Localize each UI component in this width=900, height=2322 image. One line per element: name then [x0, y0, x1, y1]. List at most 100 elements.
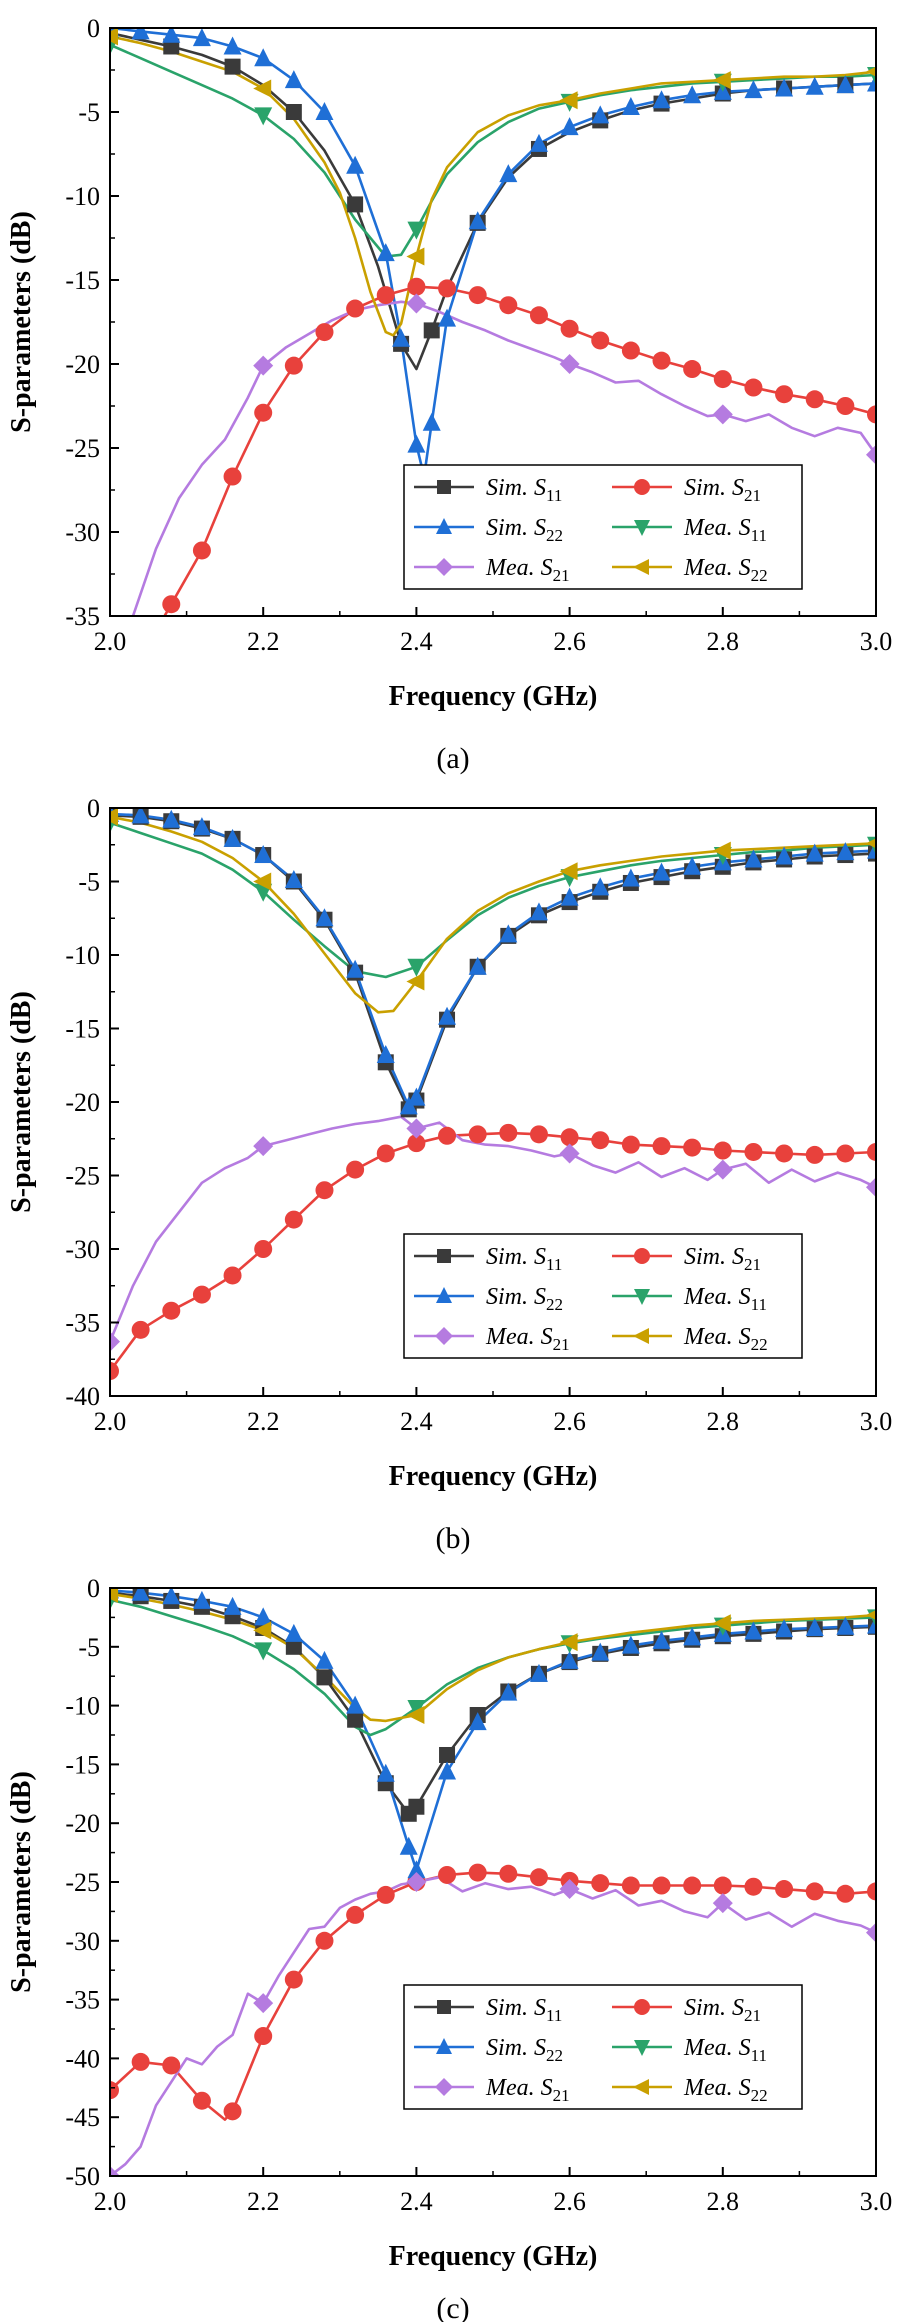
data-point-sim_s22	[621, 868, 640, 887]
data-point-sim_s21	[162, 595, 181, 614]
data-point-sim_s22	[162, 809, 181, 828]
legend-label-subscript: 22	[751, 2086, 768, 2105]
data-point-sim_s21	[376, 1885, 395, 1904]
data-point-sim_s22	[652, 1630, 671, 1649]
legend-label-main: Mea. S	[485, 2075, 553, 2101]
data-point-sim_s22	[376, 1763, 395, 1782]
data-point-sim_s21	[315, 1931, 334, 1950]
legend-item-mea_s11: Mea. S11	[612, 2035, 767, 2065]
data-point-sim_s21	[744, 1877, 763, 1896]
data-point-sim_s21	[110, 2081, 119, 2100]
y-axis-title: S-parameters (dB)	[6, 211, 37, 433]
data-point-sim_s22	[392, 328, 411, 347]
y-tick-label: 0	[87, 14, 100, 43]
data-point-sim_s22	[162, 1588, 181, 1605]
data-point-sim_s21	[223, 467, 242, 486]
y-tick-label: -20	[65, 350, 100, 379]
legend-label-main: Mea. S	[683, 2035, 751, 2061]
data-point-sim_s21	[162, 2056, 181, 2075]
legend-label-main: Mea. S	[683, 1324, 751, 1350]
series-line-mea_s21	[131, 300, 876, 616]
data-point-sim_s21	[162, 1301, 181, 1320]
data-point-mea_s21	[559, 1143, 580, 1164]
data-point-sim_s22	[438, 1761, 457, 1780]
data-point-sim_s21	[110, 1362, 119, 1381]
data-point-mea_s11	[407, 958, 426, 977]
data-point-mea_s22	[866, 1610, 876, 1621]
data-point-sim_s11	[224, 58, 241, 75]
y-tick-label: -20	[65, 1088, 100, 1117]
data-point-sim_s22	[315, 102, 334, 120]
x-axis-title: Frequency (GHz)	[389, 681, 598, 712]
legend-label: Sim. S21	[684, 1244, 761, 1274]
data-point-mea_s21	[253, 1136, 274, 1157]
data-point-mea_s21	[253, 1993, 274, 2014]
data-point-sim_s21	[376, 286, 395, 305]
data-point-mea_s21	[712, 404, 733, 425]
legend-label: Mea. S11	[683, 1284, 767, 1314]
legend-label: Sim. S21	[684, 1995, 761, 2025]
x-tick-label: 2.2	[247, 2187, 280, 2216]
legend-item-mea_s21: Mea. S21	[414, 2075, 570, 2105]
data-point-mea_s11	[254, 1642, 273, 1661]
data-point-sim_s22	[422, 412, 441, 431]
data-point-sim_s21	[621, 1876, 640, 1895]
data-point-sim_s22	[438, 1006, 457, 1025]
data-point-sim_s22	[131, 28, 150, 40]
data-point-mea_s21	[866, 1177, 876, 1198]
plot-area	[110, 808, 876, 1381]
x-tick-label: 2.8	[707, 1407, 740, 1436]
legend-label-subscript: 21	[744, 486, 761, 505]
data-point-sim_s22	[499, 924, 518, 943]
legend-label-main: Mea. S	[683, 1284, 751, 1310]
legend-label: Sim. S22	[486, 2035, 563, 2065]
data-point-mea_s22	[866, 66, 876, 77]
data-point-mea_s21	[559, 354, 580, 374]
data-point-sim_s21	[468, 1863, 487, 1882]
data-point-sim_s22	[399, 1836, 418, 1855]
legend-label: Mea. S11	[683, 2035, 767, 2065]
legend-marker	[633, 559, 649, 575]
y-tick-label: -5	[78, 98, 100, 127]
data-point-sim_s21	[223, 2102, 242, 2121]
data-point-sim_s21	[254, 403, 273, 422]
data-point-sim_s21	[131, 2052, 150, 2071]
y-axis-title: S-parameters (dB)	[6, 1771, 37, 1993]
legend-item-sim_s11: Sim. S11	[414, 1995, 562, 2025]
panel-caption: (c)	[436, 2292, 469, 2322]
legend-label-subscript: 21	[553, 1335, 570, 1354]
data-point-sim_s21	[805, 390, 824, 409]
legend-marker	[435, 1327, 453, 1345]
x-tick-label: 2.0	[94, 627, 127, 656]
legend-label-subscript: 22	[546, 526, 563, 545]
data-point-sim_s21	[284, 1970, 303, 1989]
legend-label-subscript: 22	[546, 1295, 563, 1314]
legend-item-mea_s11: Mea. S11	[612, 1284, 767, 1314]
data-point-sim_s22	[315, 1650, 334, 1669]
data-point-sim_s21	[805, 1882, 824, 1901]
data-point-sim_s22	[131, 1588, 150, 1601]
data-point-sim_s22	[407, 1860, 426, 1879]
data-point-sim_s21	[254, 1240, 273, 1258]
x-tick-label: 2.2	[247, 627, 280, 656]
data-point-sim_s22	[744, 849, 763, 868]
data-point-sim_s22	[529, 1663, 548, 1682]
y-axis-title: S-parameters (dB)	[6, 991, 37, 1213]
data-point-mea_s21	[559, 1879, 580, 1900]
data-point-mea_s11	[254, 107, 273, 126]
data-point-sim_s21	[744, 378, 763, 397]
y-tick-label: -30	[65, 1235, 100, 1264]
data-point-sim_s21	[346, 299, 365, 318]
data-point-sim_s21	[529, 1125, 548, 1144]
legend-item-sim_s21: Sim. S21	[612, 475, 761, 505]
data-point-sim_s21	[438, 279, 457, 298]
legend-label-main: Sim. S	[486, 475, 546, 501]
data-point-sim_s22	[131, 808, 150, 824]
data-point-sim_s21	[805, 1145, 824, 1164]
y-tick-label: -10	[65, 941, 100, 970]
y-tick-label: -40	[65, 2044, 100, 2073]
data-point-sim_s22	[346, 155, 365, 174]
series-line-mea_s11	[110, 43, 876, 258]
legend-item-mea_s21: Mea. S21	[414, 555, 570, 585]
legend-marker	[435, 558, 453, 576]
